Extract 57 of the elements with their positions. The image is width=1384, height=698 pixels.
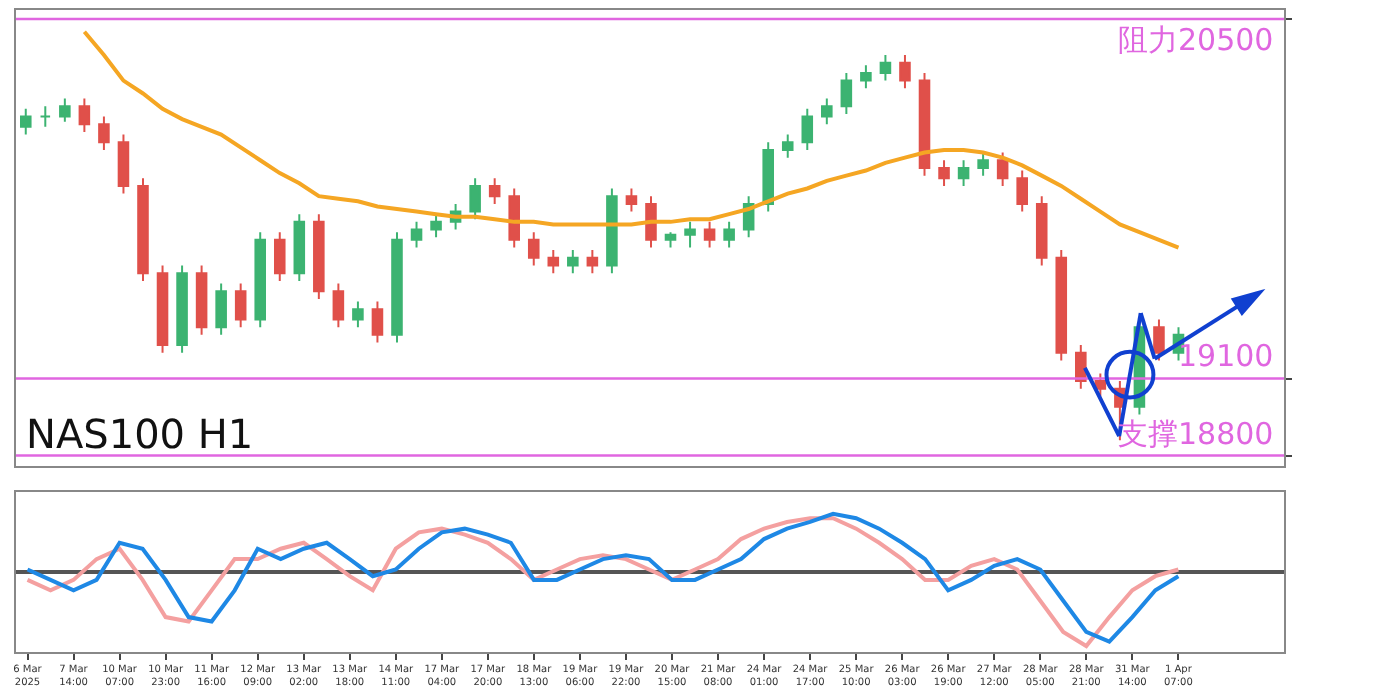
candlestick: [645, 195, 657, 249]
candlestick: [703, 220, 716, 249]
candlestick: [567, 249, 579, 275]
annotation: NAS100 H1: [26, 410, 254, 458]
candlestick: [176, 264, 188, 354]
candlestick: [840, 71, 853, 115]
candlestick: [977, 151, 989, 177]
candlestick: [156, 264, 169, 354]
candlestick: [137, 177, 149, 282]
candlestick: [469, 177, 481, 221]
candlestick: [371, 300, 384, 344]
candlestick: [430, 213, 442, 239]
candlestick: [879, 53, 892, 82]
candlestick: [723, 220, 735, 249]
candlestick: [1016, 169, 1028, 213]
candlestick: [19, 107, 32, 136]
candlestick: [391, 231, 403, 344]
candlestick: [117, 133, 130, 195]
candlestick: [195, 264, 208, 336]
candlestick: [606, 187, 618, 275]
candlestick: [801, 107, 814, 151]
candlestick: [39, 105, 52, 128]
ref-line-label: 阻力20500: [1118, 22, 1274, 58]
candlestick: [781, 133, 794, 159]
candlestick: [508, 187, 520, 249]
candlestick: [527, 231, 540, 267]
candlestick: [410, 220, 423, 249]
candlestick: [684, 220, 696, 249]
candlestick: [938, 159, 950, 187]
candlestick: [313, 213, 325, 300]
candlestick: [957, 159, 970, 187]
candlestick: [547, 249, 560, 275]
candlestick: [332, 282, 345, 329]
candlestick: [254, 231, 266, 329]
candlestick: [586, 249, 599, 275]
candlestick: [664, 231, 677, 249]
candlestick: [234, 282, 247, 329]
candlestick: [860, 64, 872, 90]
candlestick: [98, 115, 110, 151]
candlestick: [625, 187, 638, 213]
ref-line-label: 支撑18800: [1118, 416, 1274, 452]
candlestick: [996, 151, 1009, 187]
ref-line-label: 19100: [1178, 338, 1274, 374]
candlestick: [78, 97, 91, 133]
candlestick: [821, 97, 833, 126]
candlestick: [273, 231, 286, 282]
candlestick: [899, 53, 911, 90]
candlestick: [1035, 195, 1048, 267]
candlestick: [918, 71, 931, 177]
candlestick: [293, 213, 306, 282]
candlestick: [488, 177, 501, 205]
candlestick: [352, 300, 364, 329]
candlestick: [1055, 249, 1068, 362]
candlestick: [215, 282, 227, 336]
candlestick: [762, 141, 774, 213]
candlestick: [1153, 318, 1165, 362]
candlestick: [59, 97, 71, 123]
